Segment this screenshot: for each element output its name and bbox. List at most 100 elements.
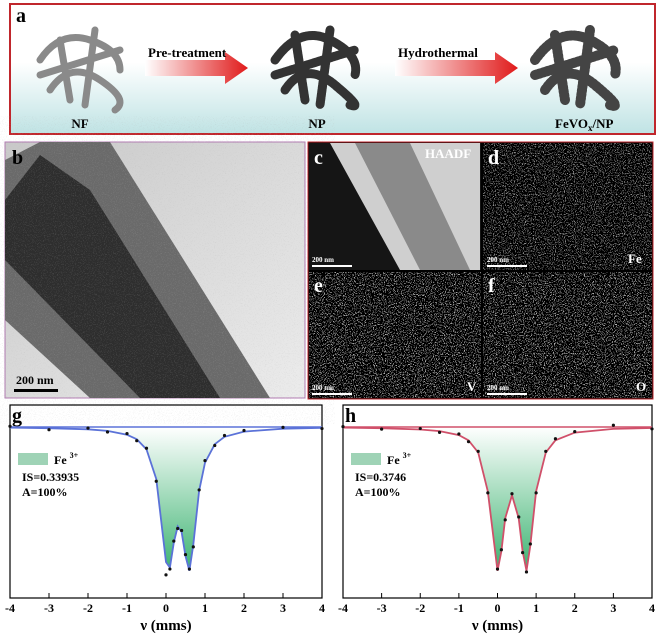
legend-text: Fe <box>54 453 67 467</box>
fit-line <box>9 426 323 572</box>
data-point <box>320 426 324 431</box>
data-point <box>154 479 158 483</box>
x-tick-label: -4 <box>338 601 348 615</box>
fit-line <box>342 426 653 571</box>
data-point <box>611 423 615 427</box>
fe-map <box>483 143 652 270</box>
x-tick-label: 1 <box>533 601 539 615</box>
np-icon <box>270 25 361 111</box>
arrow <box>145 52 248 84</box>
label-part: FeVO <box>555 116 588 131</box>
x-tick-label: -2 <box>83 601 93 615</box>
x-tick-label: 2 <box>572 601 578 615</box>
o-map <box>483 272 652 398</box>
data-point <box>176 526 180 531</box>
data-point <box>203 458 207 463</box>
legend-swatch <box>351 453 381 465</box>
data-point <box>524 570 529 574</box>
haadf-image <box>309 143 481 270</box>
legend-sup: 3+ <box>70 451 79 460</box>
label-sub: x <box>588 123 593 133</box>
data-point <box>544 449 548 453</box>
mode-label: HAADF <box>425 146 471 161</box>
x-axis-label: ν (mms) <box>139 618 191 634</box>
legend-sup: 3+ <box>403 451 412 460</box>
annotation: A=100% <box>22 485 68 499</box>
legend-label: Fe 3+ <box>387 451 412 467</box>
x-tick-label: 1 <box>202 601 208 615</box>
step-label: Pre-treatment <box>148 45 227 60</box>
x-tick-label: 0 <box>163 601 169 615</box>
x-tick-label: -4 <box>5 601 15 615</box>
x-tick-label: -1 <box>454 601 464 615</box>
material-label: FeVOx/NP <box>555 116 613 133</box>
panel-letter: d <box>488 147 499 169</box>
annotation: IS=0.33935 <box>22 470 79 484</box>
x-tick-label: 4 <box>319 601 325 615</box>
data-point <box>517 515 521 519</box>
scale-label: 200 nm <box>312 384 334 392</box>
data-point <box>341 425 345 429</box>
scale-label: 200 nm <box>16 373 54 387</box>
scale-bar <box>14 389 58 392</box>
data-point <box>528 542 532 546</box>
data-point <box>418 426 422 431</box>
data-point <box>125 431 129 436</box>
texture <box>5 142 305 398</box>
data-point <box>168 567 172 571</box>
element-label: Fe <box>628 251 642 266</box>
data-point <box>197 488 201 492</box>
panel-letter: e <box>314 275 323 297</box>
scale-bar <box>312 393 352 395</box>
data-point <box>105 430 110 434</box>
data-point <box>457 432 461 436</box>
panel-letter: c <box>314 147 323 169</box>
data-point <box>164 573 168 577</box>
data-point <box>437 430 442 435</box>
x-tick-label: -3 <box>44 601 54 615</box>
legend-label: Fe 3+ <box>54 451 79 467</box>
data-point <box>503 518 507 522</box>
x-tick-label: 2 <box>241 601 247 615</box>
nf-icon <box>36 26 124 114</box>
x-tick-label: -3 <box>377 601 387 615</box>
panel-letter: h <box>345 405 356 427</box>
scale-bar <box>487 265 527 267</box>
x-tick-label: 3 <box>280 601 286 615</box>
x-tick-label: 3 <box>610 601 616 615</box>
panel-letter: a <box>16 5 26 27</box>
data-point <box>534 491 538 495</box>
legend-swatch <box>18 453 48 465</box>
x-tick-label: -1 <box>122 601 132 615</box>
v-map <box>309 272 481 398</box>
panel-letters: c d e f HAADF Fe V O 200 nm 200 nm 200 n… <box>312 146 646 395</box>
legend-text: Fe <box>387 453 400 467</box>
data-point <box>47 428 51 432</box>
x-tick-label: 0 <box>495 601 501 615</box>
x-axis-label: ν (mms) <box>471 618 523 634</box>
data-point <box>466 440 471 444</box>
element-label: O <box>636 379 646 394</box>
fit-area <box>10 427 322 571</box>
panel-letter: g <box>12 405 22 427</box>
data-point <box>476 449 480 453</box>
scale-bar <box>487 393 527 395</box>
element-label: V <box>467 379 477 394</box>
fit-area <box>343 427 652 571</box>
data-point <box>650 427 654 431</box>
data-point <box>135 439 139 443</box>
scale-label: 200 nm <box>487 384 509 392</box>
data-point <box>144 446 149 450</box>
data-point <box>187 567 191 571</box>
data-point <box>172 539 176 543</box>
data-point <box>495 567 500 571</box>
arrow <box>395 52 518 84</box>
scale-bar <box>312 265 352 267</box>
data-point <box>521 551 525 555</box>
data-point <box>191 545 195 549</box>
scale-label: 200 nm <box>312 256 334 264</box>
panel-letter: f <box>488 275 495 297</box>
data-point <box>242 428 246 433</box>
data-point <box>553 437 558 441</box>
